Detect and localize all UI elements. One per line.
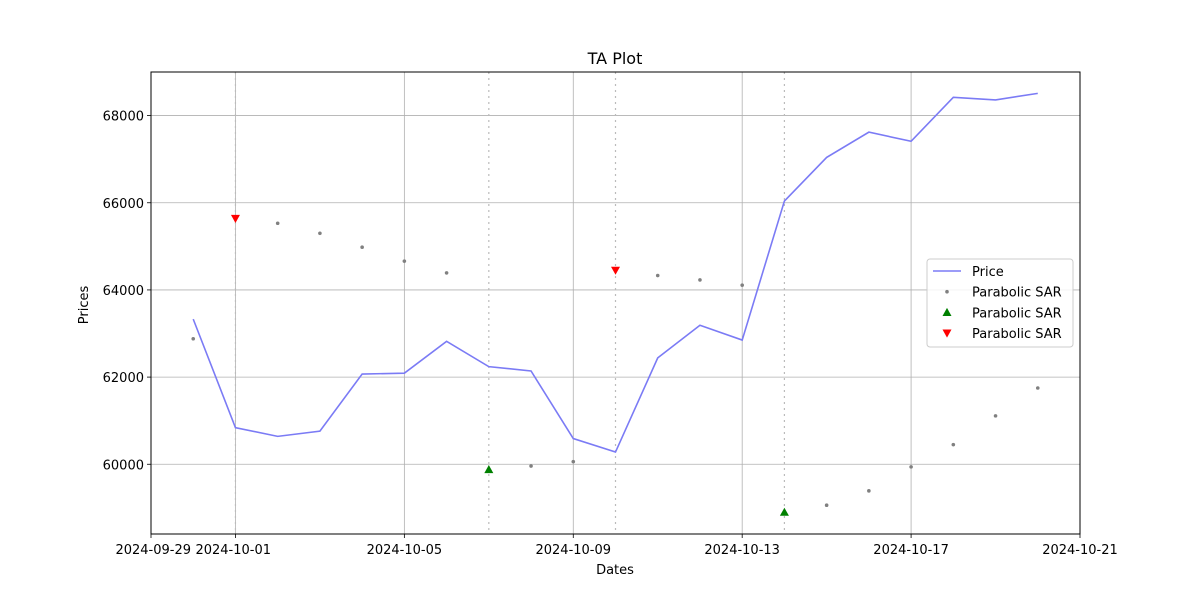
x-tick-label: 2024-10-01 [195,543,271,558]
y-tick-label: 62000 [103,371,144,386]
x-tick-label: 2024-09-29 [115,543,191,558]
sar-buy-marker [484,464,494,474]
x-tick-label: 2024-10-21 [1042,543,1118,558]
x-tick-label: 2024-10-13 [704,543,780,558]
sar-point [529,464,533,468]
legend: Price Parabolic SAR Parabolic SAR Parabolic… [926,258,1074,348]
sar-point [1035,386,1040,390]
y-tick-label: 68000 [103,110,144,125]
sar-point [698,278,702,282]
sar-sell-marker [230,214,240,223]
legend-sar-buy-swatch [942,307,952,316]
legend-label: Price [972,265,1004,280]
sar-point [444,271,449,275]
sar-point [275,221,280,226]
sar-point [571,459,576,464]
legend-label: Parabolic SAR [972,286,1062,301]
plot-frame [150,71,1081,535]
y-tick-label: 64000 [103,284,144,299]
x-tick-label: 2024-10-09 [535,543,611,558]
y-tick-label: 60000 [103,458,144,473]
sar-point [318,231,322,236]
legend-label: Parabolic SAR [972,306,1062,321]
sar-point [909,465,913,469]
sar-point [191,336,196,341]
tick-layer: 2024-09-29 2024-10-01 2024-10-05 2024-10-09… [103,110,1118,558]
sar-point [993,414,998,418]
y-axis-label: Prices [77,286,92,325]
sar-buy-marker [779,507,789,516]
y-tick-label: 66000 [103,197,144,212]
sar-point [655,273,660,278]
x-axis-label: Dates [596,563,634,578]
sar-sell-marker [611,266,620,275]
legend-box [926,258,1074,348]
sar-point [740,283,744,287]
sar-point [867,489,871,493]
legend-sar-sell-swatch [942,329,952,338]
x-tick-label: 2024-10-05 [367,543,443,558]
sar-point [951,442,956,447]
sar-point [824,503,829,508]
signal-lines [234,72,786,534]
chart-title: TA Plot [587,49,643,68]
series-layer [191,92,1040,516]
legend-sar-dot-swatch [945,289,949,294]
price-line [192,92,1038,454]
x-tick-label: 2024-10-17 [873,543,949,558]
sar-point [402,259,407,263]
legend-label: Parabolic SAR [972,327,1062,342]
sar-point [360,245,364,250]
